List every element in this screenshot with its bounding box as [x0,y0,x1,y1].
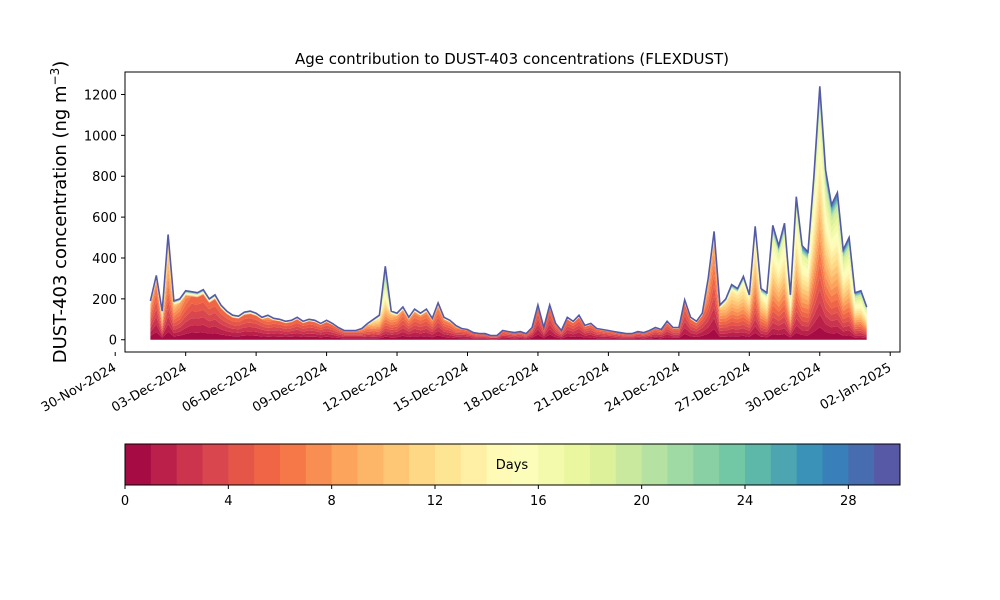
x-tick-label: 15-Dec-2024 [391,360,471,415]
colorbar-bin [538,444,565,485]
y-tick-label: 1200 [84,88,117,103]
colorbar-label: Days [496,458,529,473]
colorbar-bin [822,444,849,485]
y-tick-label: 0 [109,334,117,349]
colorbar-bin [176,444,203,485]
colorbar-bin [745,444,772,485]
x-axis: 30-Nov-202403-Dec-202406-Dec-202409-Dec-… [39,352,894,416]
colorbar-bin [770,444,798,485]
age-layer-day-1 [150,314,867,340]
x-tick-label: 30-Nov-2024 [39,360,119,415]
colorbar-bin [486,444,513,485]
y-axis: 0 200 400 600 800 1000 1200 [84,88,125,349]
colorbar-bin [435,444,462,485]
colorbar-bin [383,444,410,485]
stacked-age-areas [149,86,868,340]
x-tick-label: 24-Dec-2024 [602,360,682,415]
age-layer-day-2 [150,301,867,339]
total-line [149,86,868,337]
colorbar-bin [280,444,307,485]
colorbar-tick-label: 8 [328,494,336,509]
colorbar-bin [796,444,823,485]
x-tick-label: 03-Dec-2024 [109,360,189,415]
colorbar-bin [641,444,668,485]
colorbar-bin [331,444,358,485]
colorbar-bin [719,444,746,485]
colorbar-tick-label: 4 [224,494,232,509]
y-axis-label: DUST-403 concentration (ng m−3) [48,61,71,364]
colorbar-bin [590,444,617,485]
colorbar-tick-label: 28 [840,494,857,509]
y-tick-label: 800 [92,170,117,185]
x-tick-label: 02-Jan-2025 [818,360,895,413]
age-layer-day-0 [150,327,867,340]
colorbar-bin [874,444,901,485]
chart-title: Age contribution to DUST-403 concentrati… [295,50,729,68]
colorbar-ticks: 0 4 8 12 16 20 24 28 [121,485,857,509]
x-tick-label: 12-Dec-2024 [321,360,401,415]
x-tick-label: 27-Dec-2024 [673,360,753,415]
colorbar-bin [615,444,643,485]
colorbar-tick-label: 16 [530,494,547,509]
y-tick-label: 1000 [84,129,117,144]
colorbar-tick-label: 12 [427,494,444,509]
colorbar-bin [460,444,488,485]
colorbar-frame [124,443,901,486]
y-tick-label: 600 [92,211,117,226]
colorbar-bin [228,444,255,485]
colorbar [125,444,901,485]
colorbar-tick-label: 20 [633,494,650,509]
x-tick-label: 09-Dec-2024 [250,360,330,415]
colorbar-bin [202,444,229,485]
y-tick-label: 200 [92,293,117,308]
x-tick-label: 30-Dec-2024 [743,360,823,415]
colorbar-bin [150,444,178,485]
colorbar-bin [254,444,281,485]
colorbar-tick-label: 24 [737,494,754,509]
colorbar-bin [667,444,694,485]
colorbar-tick-label: 0 [121,494,129,509]
y-tick-label: 400 [92,252,117,267]
x-tick-label: 21-Dec-2024 [532,360,612,415]
colorbar-bin [409,444,436,485]
colorbar-bin [125,444,152,485]
colorbar-bin [848,444,875,485]
plot-frame [124,71,901,353]
colorbar-bin [693,444,720,485]
x-tick-label: 18-Dec-2024 [462,360,542,415]
colorbar-bin [564,444,591,485]
colorbar-bin [357,444,384,485]
colorbar-bin [512,444,539,485]
x-tick-label: 06-Dec-2024 [180,360,260,415]
colorbar-bin [305,444,333,485]
